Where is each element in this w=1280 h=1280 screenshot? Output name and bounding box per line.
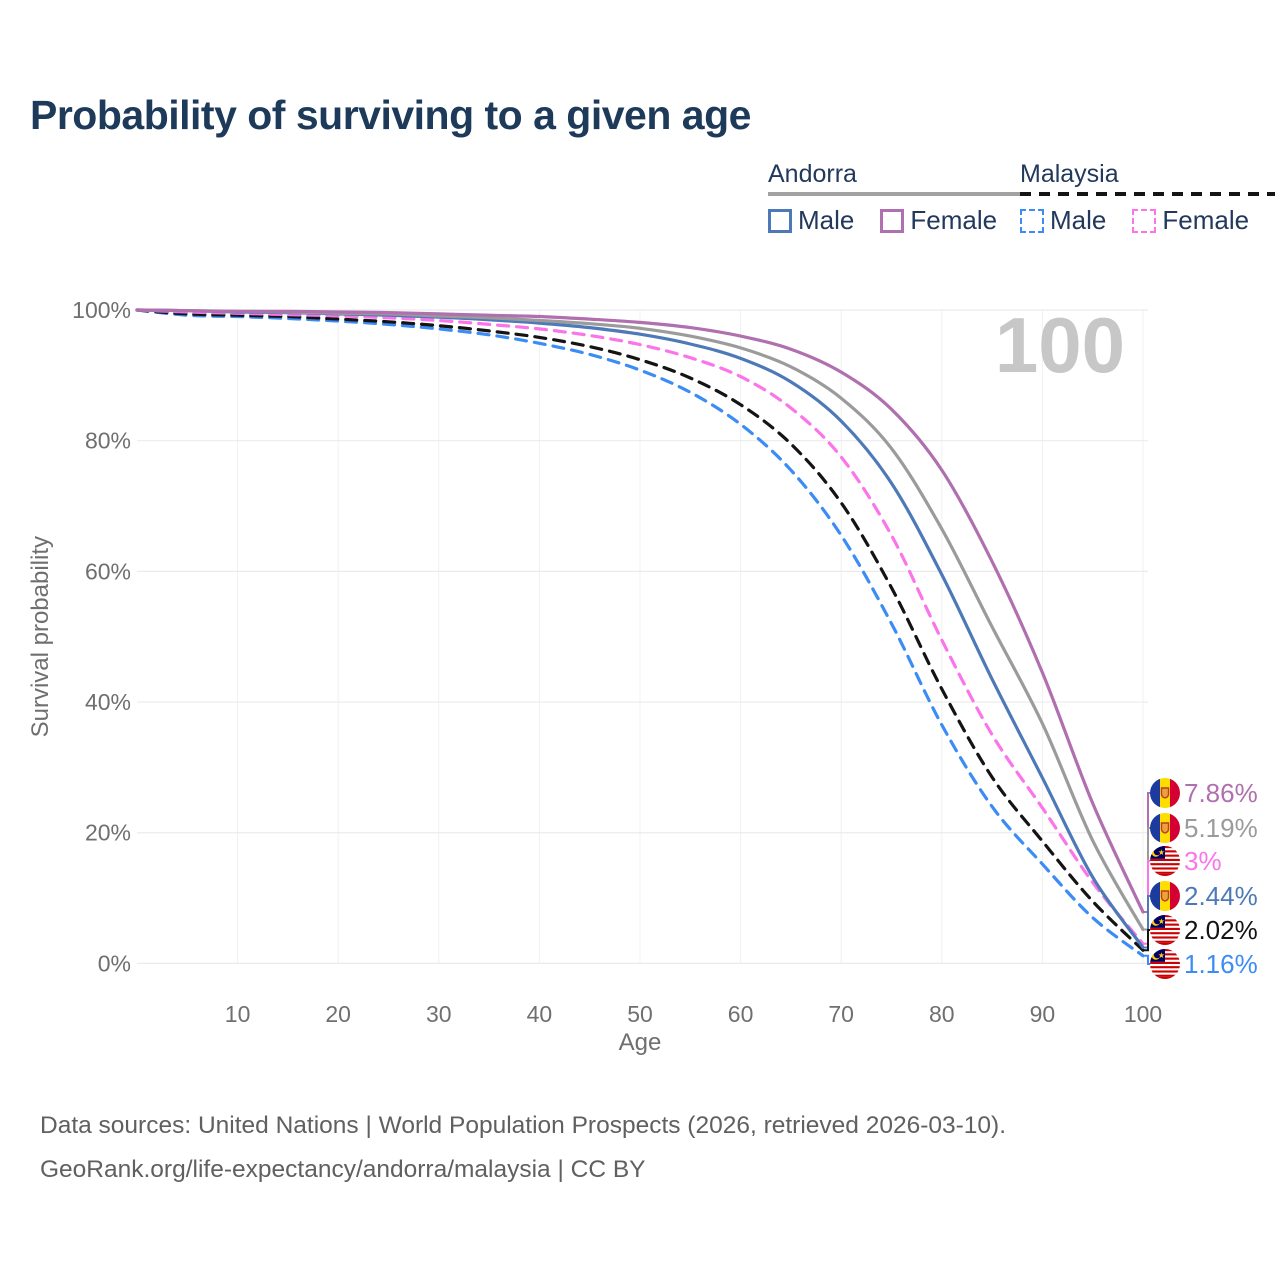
legend-swatch-andorra-female (880, 208, 905, 233)
x-tick-label: 80 (929, 1001, 955, 1027)
legend-swatch-andorra-male (768, 208, 792, 233)
legend-label-andorra-female: Female (910, 205, 998, 235)
end-label-flag-andorra (1150, 881, 1180, 911)
end-label-flag-andorra (1150, 778, 1180, 808)
x-tick-label: 10 (225, 1001, 251, 1027)
end-label-value: 2.44% (1184, 881, 1258, 911)
watermark-layer: 100 (995, 301, 1125, 389)
series-line-malaysia-male[interactable] (135, 308, 1145, 958)
end-label-value: 1.16% (1184, 949, 1258, 979)
page-title: Probability of surviving to a given age (30, 92, 751, 138)
legend-group-malaysia: Malaysia Male Female (1020, 160, 1276, 236)
legend-item-andorra-male[interactable]: Male (768, 205, 854, 236)
grid-layer (137, 309, 1148, 965)
footer-data-sources: Data sources: United Nations | World Pop… (40, 1112, 1007, 1139)
legend-label-andorra-male: Male (798, 205, 855, 235)
end-label-value: 5.19% (1184, 813, 1258, 843)
x-tick-label: 20 (325, 1001, 351, 1027)
footer: Data sources: United Nations | World Pop… (40, 1104, 1006, 1192)
x-tick-label: 90 (1030, 1001, 1056, 1027)
legend-item-malaysia-male[interactable]: Male (1020, 205, 1106, 236)
y-tick-label: 100% (72, 297, 131, 323)
x-tick-label: 60 (728, 1001, 754, 1027)
x-axis-title: Age (619, 1029, 662, 1056)
legend-line-sample-dashed (1020, 192, 1276, 196)
x-tick-label: 30 (426, 1001, 452, 1027)
end-label-flag-malaysia (1150, 915, 1180, 945)
legend-swatch-malaysia-male (1020, 208, 1044, 233)
series-line-andorra-female[interactable] (135, 308, 1145, 914)
series-line-malaysia-female[interactable] (135, 308, 1145, 946)
andorra-flag-icon (1150, 813, 1180, 843)
malaysia-flag-icon (1150, 846, 1180, 876)
end-label-value: 2.02% (1184, 915, 1258, 945)
age-watermark: 100 (995, 301, 1125, 389)
x-tick-label: 50 (627, 1001, 653, 1027)
y-axis-title: Survival probability (27, 536, 54, 737)
end-label-flag-malaysia (1150, 949, 1180, 979)
legend-item-andorra-female[interactable]: Female (880, 205, 997, 236)
y-tick-label: 80% (85, 428, 131, 454)
legend-label-malaysia-female: Female (1162, 205, 1250, 235)
x-tick-label: 70 (828, 1001, 854, 1027)
series-line-malaysia-both[interactable] (135, 308, 1145, 952)
end-label-value: 7.86% (1184, 778, 1258, 808)
malaysia-flag-icon (1150, 915, 1180, 945)
end-label-flag-malaysia (1150, 846, 1180, 876)
legend-swatch-malaysia-female (1132, 208, 1157, 233)
x-tick-label: 40 (527, 1001, 553, 1027)
y-tick-label: 60% (85, 558, 131, 584)
x-tick-label: 100 (1124, 1001, 1162, 1027)
legend-label-malaysia-male: Male (1050, 205, 1107, 235)
malaysia-flag-icon (1150, 949, 1180, 979)
andorra-flag-icon (1150, 881, 1180, 911)
legend-item-malaysia-female[interactable]: Female (1132, 205, 1249, 236)
legend-line-sample-solid (768, 192, 1024, 196)
legend-group-andorra: Andorra Male Female (768, 160, 1024, 236)
end-label-value: 3% (1184, 846, 1222, 876)
series-layer (135, 308, 1145, 958)
axis-layer: 0% 20% 40% 60% 80% 100% 10 20 30 40 50 60 70 80 90 100 A… (27, 297, 1162, 1056)
legend-header-malaysia: Malaysia (1020, 160, 1119, 188)
y-tick-label: 0% (98, 950, 131, 976)
legend-header-andorra: Andorra (768, 160, 857, 188)
andorra-flag-icon (1150, 778, 1180, 808)
footer-attribution-link: GeoRank.org/life-expectancy/andorra/mala… (40, 1156, 646, 1183)
end-label-flag-andorra (1150, 813, 1180, 843)
end-label-layer: 7.86% 5.19%3% 2.44% 2.02% 1.16% (1143, 778, 1258, 979)
y-tick-label: 40% (85, 689, 131, 715)
y-tick-label: 20% (85, 820, 131, 846)
